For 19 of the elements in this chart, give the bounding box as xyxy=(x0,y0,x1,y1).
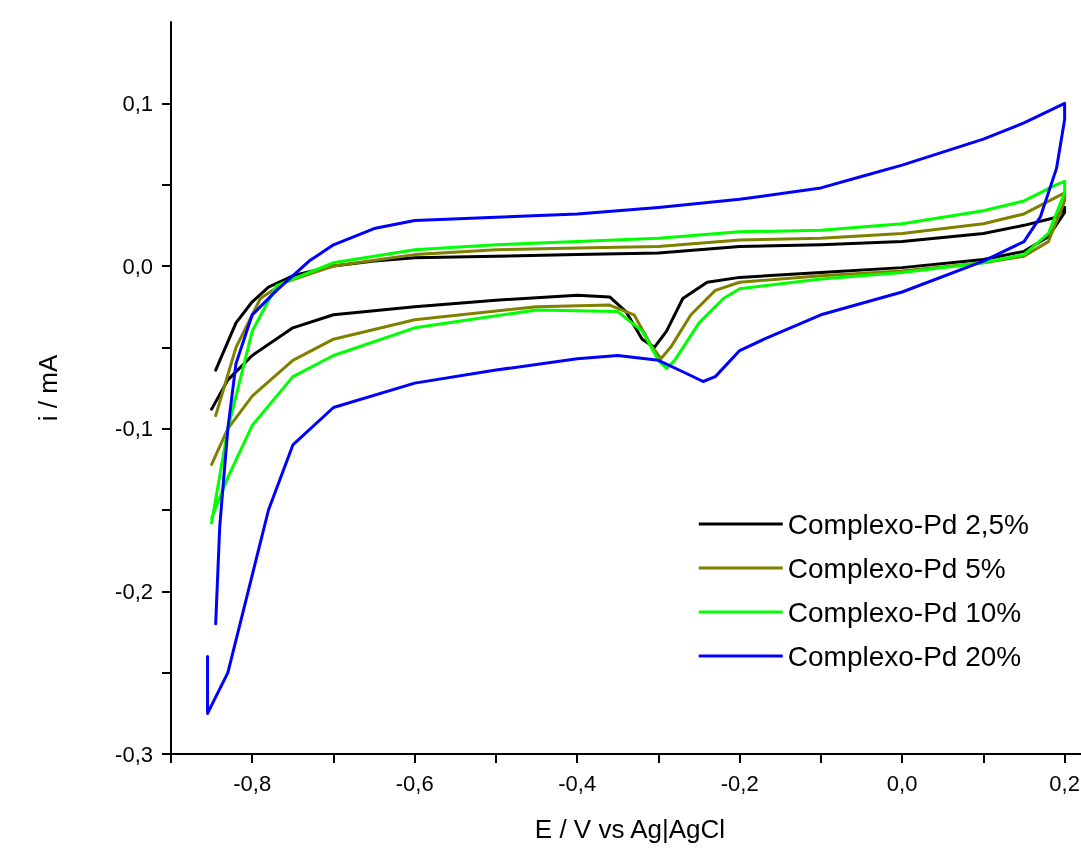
x-tick-label: 0,2 xyxy=(1049,770,1080,796)
y-tick-label: -0,1 xyxy=(115,416,153,442)
legend-label: Complexo-Pd 10% xyxy=(787,596,1022,628)
x-tick-label: -0,8 xyxy=(233,770,272,796)
legend-label: Complexo-Pd 2,5% xyxy=(787,508,1030,540)
y-tick-label: -0,3 xyxy=(115,741,153,767)
x-tick-label: -0,4 xyxy=(558,770,597,796)
x-axis-title: E / V vs Ag|AgCl xyxy=(534,814,726,844)
line-series xyxy=(210,205,1067,411)
legend-label: Complexo-Pd 5% xyxy=(787,552,1006,584)
line-series xyxy=(206,101,1067,715)
y-tick-label: 0,1 xyxy=(122,90,153,116)
x-tick-label: 0,0 xyxy=(886,770,918,796)
x-tick-label: -0,6 xyxy=(395,770,434,796)
y-axis-title: i / mA xyxy=(33,354,63,422)
x-tick-label: -0,2 xyxy=(720,770,759,796)
legend-label: Complexo-Pd 20% xyxy=(787,640,1022,672)
y-tick-label: 0,0 xyxy=(122,253,153,279)
y-tick-label: -0,2 xyxy=(115,578,153,604)
